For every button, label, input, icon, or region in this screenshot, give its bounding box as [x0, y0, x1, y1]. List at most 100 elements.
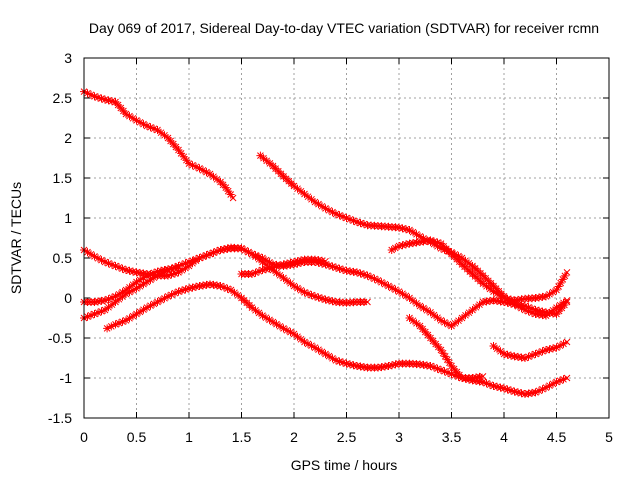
data-point — [248, 250, 256, 258]
data-point — [542, 383, 550, 392]
data-point — [167, 270, 176, 279]
data-point — [125, 112, 134, 121]
data-point — [440, 245, 449, 254]
data-point — [447, 322, 456, 330]
data-point — [335, 264, 344, 273]
y-tick-label: 0.5 — [53, 250, 73, 266]
data-point — [276, 271, 284, 280]
data-point — [83, 312, 92, 321]
data-point — [307, 195, 316, 204]
data-point — [90, 252, 99, 261]
data-point — [325, 296, 333, 305]
data-point — [160, 294, 169, 303]
data-point — [395, 223, 403, 232]
data-point — [409, 228, 417, 237]
data-point — [230, 288, 239, 297]
data-point — [524, 352, 533, 361]
data-point — [318, 256, 326, 265]
data-point — [122, 266, 130, 274]
data-point — [94, 93, 102, 102]
data-point — [94, 254, 102, 263]
data-point — [111, 292, 120, 301]
data-point — [465, 308, 473, 317]
data-point — [381, 280, 389, 289]
data-point — [111, 298, 120, 306]
data-point — [181, 264, 190, 273]
data-point — [437, 316, 445, 325]
data-point — [339, 265, 347, 274]
data-point — [528, 351, 536, 360]
data-point — [143, 271, 151, 280]
data-point — [229, 194, 237, 202]
y-tick-label: 1.5 — [53, 170, 73, 186]
data-point — [402, 240, 410, 249]
data-point — [94, 297, 102, 306]
chart-title: Day 069 of 2017, Sidereal Day-to-day VTE… — [89, 20, 599, 36]
data-point — [125, 283, 134, 292]
data-point — [202, 168, 211, 177]
data-point — [87, 90, 95, 99]
data-point — [321, 260, 330, 269]
data-point — [472, 373, 480, 382]
data-point — [398, 224, 407, 233]
data-point — [443, 355, 452, 364]
data-point — [482, 379, 491, 388]
data-point — [493, 382, 501, 391]
data-point — [395, 242, 403, 250]
data-point — [496, 291, 505, 300]
data-point — [332, 356, 340, 365]
data-point — [192, 255, 200, 264]
data-point — [552, 286, 561, 294]
data-point — [398, 241, 407, 250]
data-point — [237, 244, 246, 253]
data-point — [475, 372, 484, 381]
data-point — [335, 211, 344, 220]
data-point — [108, 300, 116, 309]
data-point — [290, 282, 298, 290]
data-point — [535, 306, 543, 315]
data-point — [118, 317, 127, 326]
data-point — [405, 294, 414, 302]
data-point — [150, 273, 158, 282]
data-point — [458, 254, 466, 262]
data-point — [87, 311, 95, 320]
data-point — [111, 262, 120, 270]
data-point — [416, 232, 424, 241]
data-point — [370, 274, 379, 283]
y-tick-label: -0.5 — [48, 330, 72, 346]
data-point — [185, 284, 193, 293]
data-point — [307, 341, 316, 350]
data-point — [384, 362, 393, 370]
data-point — [412, 230, 421, 239]
data-point — [545, 290, 554, 299]
data-point — [514, 352, 522, 361]
data-point — [503, 294, 512, 303]
data-point — [377, 363, 386, 372]
data-point — [132, 116, 141, 125]
data-point — [171, 264, 179, 273]
data-point — [262, 256, 270, 265]
data-point — [199, 166, 207, 175]
data-point — [409, 239, 417, 248]
data-point — [248, 270, 256, 278]
data-point — [293, 332, 302, 341]
data-point — [524, 303, 533, 312]
data-point — [118, 264, 127, 273]
data-point — [157, 296, 165, 305]
data-point — [556, 301, 564, 310]
data-point — [322, 257, 329, 265]
data-point — [356, 362, 365, 371]
data-point — [300, 190, 309, 198]
data-point — [437, 346, 445, 354]
data-point — [503, 350, 512, 359]
data-point — [388, 283, 396, 292]
data-point — [244, 248, 253, 257]
data-point — [328, 354, 337, 363]
data-point — [122, 110, 130, 118]
data-point — [332, 210, 340, 218]
data-point — [107, 322, 116, 331]
data-point — [258, 311, 267, 320]
data-point — [353, 268, 361, 277]
data-point — [500, 350, 508, 358]
data-point — [556, 376, 564, 385]
